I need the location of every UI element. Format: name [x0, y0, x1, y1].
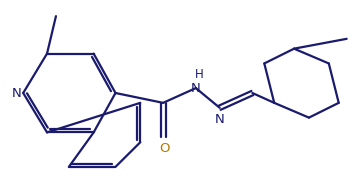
Text: N: N — [191, 82, 201, 94]
Text: N: N — [12, 86, 21, 100]
Text: N: N — [215, 113, 225, 126]
Text: H: H — [195, 68, 203, 81]
Text: O: O — [159, 142, 169, 155]
